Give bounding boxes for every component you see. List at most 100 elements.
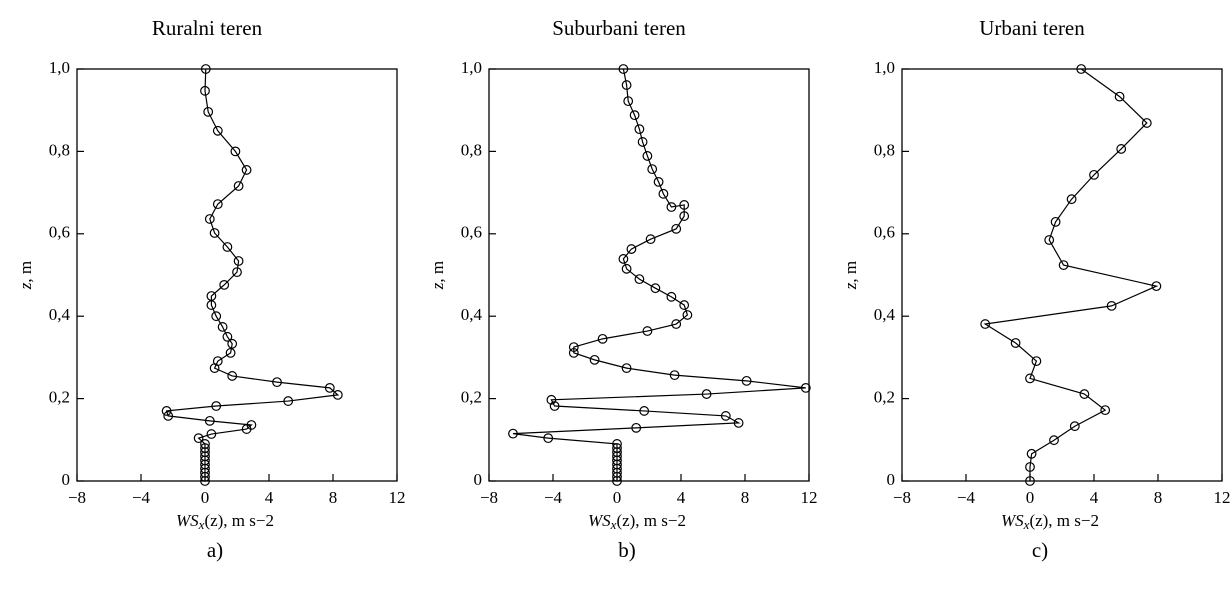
data-point [212, 125, 223, 136]
y-axis-label-part: , m [16, 261, 35, 283]
y-axis-label-part: , m [428, 261, 447, 283]
data-point [209, 228, 220, 238]
data-point [682, 310, 693, 320]
x-axis-label-part: WS [176, 511, 199, 530]
data-point [800, 382, 811, 393]
data-point [200, 476, 210, 486]
x-tick-label: 4 [1090, 488, 1099, 507]
data-point [629, 110, 640, 121]
data-point [1050, 216, 1061, 227]
data-point [634, 274, 645, 285]
data-point [1031, 356, 1042, 367]
data-point [701, 389, 712, 399]
plot-frame [76, 68, 398, 482]
data-point [193, 433, 204, 444]
data-point [232, 267, 242, 278]
data-point [222, 242, 233, 252]
data-point [233, 256, 244, 266]
data-point [637, 137, 648, 147]
panel-title: Suburbani teren [552, 16, 686, 40]
x-axis-label-part: (z), m s [204, 511, 255, 530]
data-point [679, 211, 690, 221]
data-point [233, 181, 244, 191]
y-axis-label: z, m [16, 261, 35, 290]
data-point [161, 406, 172, 416]
data-point [1049, 435, 1059, 446]
x-axis-label-part: −2 [1081, 511, 1099, 530]
data-point [222, 331, 233, 342]
data-point [324, 382, 335, 393]
data-point [543, 433, 554, 444]
data-point [621, 80, 632, 90]
data-point [211, 401, 222, 411]
data-point [217, 322, 228, 332]
y-tick-label: 0 [474, 470, 483, 489]
data-point [612, 476, 622, 486]
x-axis-label: WSx(z), m s−2 [1001, 511, 1099, 532]
profile-line [512, 68, 806, 481]
y-tick-label: 0,8 [461, 140, 482, 159]
y-tick-label: 0,4 [874, 305, 896, 324]
data-point [204, 214, 215, 224]
data-point [653, 176, 664, 187]
data-point [642, 151, 653, 161]
x-axis-label-part: (z), m s [616, 511, 667, 530]
data-point [1025, 476, 1035, 486]
data-point [568, 347, 579, 358]
y-tick-label: 0,4 [49, 305, 71, 324]
data-point [642, 326, 653, 336]
data-point [1076, 64, 1087, 74]
y-tick-label: 0,2 [874, 388, 895, 407]
data-point [332, 389, 343, 400]
x-tick-label: 4 [677, 488, 686, 507]
data-point [546, 394, 557, 405]
data-point [1114, 91, 1125, 102]
data-point [623, 96, 634, 107]
data-point [227, 338, 238, 349]
data-point [163, 411, 174, 421]
data-point [671, 223, 682, 234]
data-point [1069, 421, 1080, 432]
data-point [669, 370, 680, 381]
x-tick-label: −8 [480, 488, 498, 507]
plot-frame [488, 68, 810, 482]
x-axis-label-part: x [198, 517, 205, 532]
data-point [241, 165, 252, 175]
x-tick-label: 0 [201, 488, 210, 507]
data-point [634, 124, 645, 135]
data-point [650, 283, 661, 294]
data-point [203, 106, 214, 117]
data-point [508, 428, 518, 439]
data-point [631, 422, 642, 433]
data-point [666, 291, 677, 302]
data-point [209, 363, 220, 374]
x-tick-label: −4 [132, 488, 151, 507]
data-point [200, 64, 211, 74]
x-axis-label-part: WS [1001, 511, 1024, 530]
y-tick-label: 0,8 [874, 140, 895, 159]
y-tick-label: 0,2 [49, 388, 70, 407]
x-axis-label-part: x [1023, 517, 1030, 532]
data-point [241, 424, 252, 434]
data-point [1089, 169, 1099, 180]
data-point [1079, 389, 1090, 399]
data-point [626, 244, 637, 254]
panel-caption: c) [1032, 538, 1048, 562]
data-point [618, 64, 629, 74]
x-tick-label: −8 [68, 488, 86, 507]
data-point [679, 200, 690, 210]
y-tick-label: 0,6 [461, 223, 482, 242]
x-tick-label: 8 [329, 488, 338, 507]
data-point [1025, 373, 1035, 384]
data-point [1106, 301, 1117, 311]
x-axis-label-part: x [610, 517, 617, 532]
data-point [1116, 144, 1127, 154]
x-tick-label: −4 [544, 488, 563, 507]
data-point [1141, 118, 1152, 128]
data-point [200, 85, 210, 96]
y-tick-label: 0,8 [49, 140, 70, 159]
x-axis-label-part: (z), m s [1029, 511, 1080, 530]
panel: Ruralni teren −8 −4 0 4 8 12 0 0,2 0,4 0,6 0,8 1,0 WS… [16, 16, 406, 562]
data-point [589, 354, 600, 365]
